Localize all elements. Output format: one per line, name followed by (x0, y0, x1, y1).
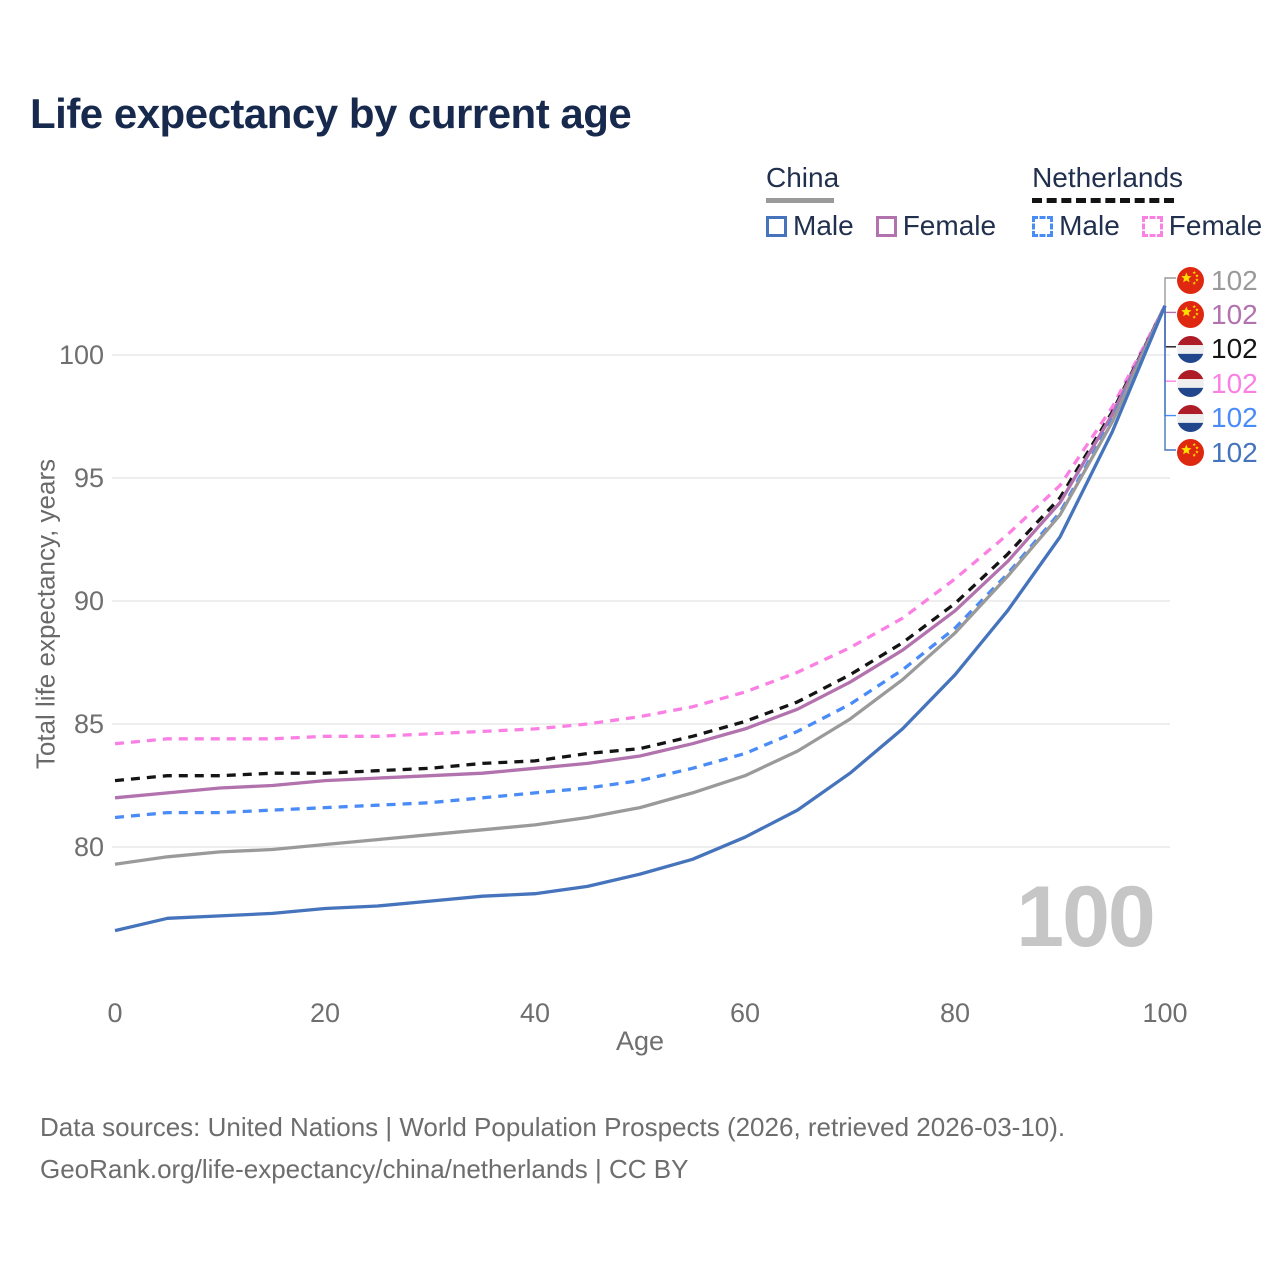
leader-line (1164, 305, 1176, 417)
legend-country-netherlands[interactable]: Netherlands (1032, 162, 1262, 203)
legend-country-label: Netherlands (1032, 162, 1184, 193)
china-line-style-icon (766, 198, 834, 203)
x-tick-label: 0 (107, 998, 122, 1028)
legend-group-china: China Male Female (766, 162, 996, 242)
legend-item-netherlands-male[interactable]: Male (1032, 210, 1120, 242)
leader-line (1164, 305, 1176, 314)
chart-title: Life expectancy by current age (30, 90, 632, 137)
legend-item-netherlands-female[interactable]: Female (1141, 210, 1263, 242)
china-female-swatch-icon (875, 215, 897, 237)
netherlands-line-style-icon (1032, 198, 1175, 203)
leader-line (1164, 305, 1176, 382)
netherlands-female-swatch-icon (1141, 215, 1163, 237)
legend: China Male Female Netherlands (766, 162, 1262, 242)
series-line-china-female[interactable] (114, 305, 1167, 800)
legend-item-label: Female (902, 210, 997, 241)
x-tick-label: 100 (1142, 998, 1187, 1028)
x-tick-label: 20 (310, 998, 340, 1028)
netherlands-male-swatch-icon (1032, 215, 1054, 237)
legend-item-china-male[interactable]: Male (766, 210, 854, 242)
series-line-netherlands[interactable] (114, 305, 1167, 783)
legend-item-label: Male (1059, 210, 1120, 241)
x-tick-label: 80 (940, 998, 970, 1028)
china-male-swatch-icon (766, 215, 787, 237)
footer: Data sources: United Nations | World Pop… (40, 1106, 1065, 1190)
x-axis-title: Age (615, 1026, 665, 1056)
series-line-china-male[interactable] (114, 305, 1167, 933)
legend-item-label: Male (793, 210, 854, 241)
leader-line (1164, 277, 1176, 306)
series-line-netherlands-female[interactable] (114, 305, 1167, 746)
y-tick-label: 80 (74, 832, 104, 862)
series-line-netherlands-male[interactable] (114, 305, 1167, 820)
y-tick-label: 85 (74, 709, 104, 739)
legend-country-label: China (766, 162, 840, 193)
series-line-china[interactable] (114, 305, 1167, 866)
y-tick-label: 100 (59, 340, 104, 370)
data-sources-text: Data sources: United Nations | World Pop… (40, 1112, 1066, 1142)
y-axis-title: Total life expectancy, years (30, 458, 61, 770)
leader-line (1164, 305, 1176, 451)
current-age-watermark: 100 (1016, 869, 1156, 965)
y-tick-label: 90 (74, 586, 104, 616)
legend-country-china[interactable]: China (766, 162, 996, 203)
y-tick-label: 95 (74, 463, 104, 493)
x-tick-label: 60 (730, 998, 760, 1028)
source-url-text: GeoRank.org/life-expectancy/china/nether… (40, 1154, 689, 1184)
legend-item-label: Female (1168, 210, 1263, 241)
legend-group-netherlands: Netherlands Male Female (1032, 162, 1262, 242)
legend-item-china-female[interactable]: Female (875, 210, 997, 242)
x-tick-label: 40 (520, 998, 550, 1028)
